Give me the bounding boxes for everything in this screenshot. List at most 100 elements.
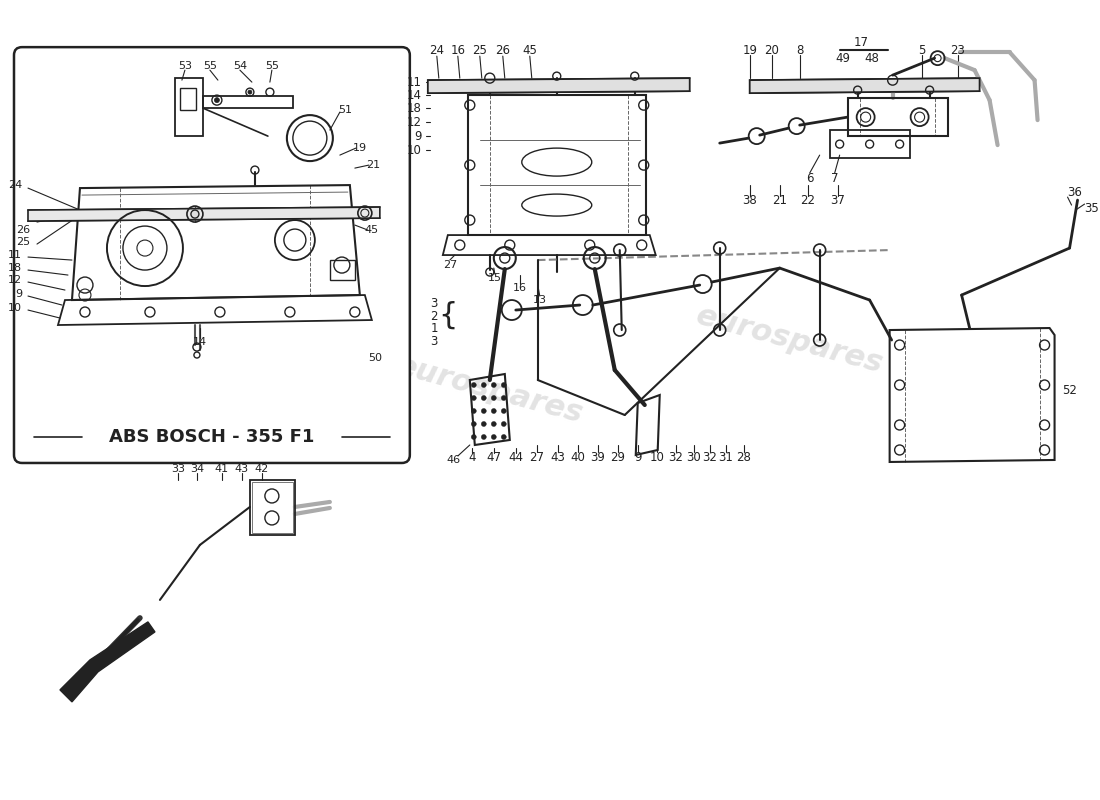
Text: 3: 3 [430, 297, 438, 310]
Circle shape [191, 210, 199, 218]
Text: 31: 31 [718, 451, 733, 465]
Text: 5: 5 [917, 44, 925, 57]
Text: 18: 18 [8, 263, 22, 273]
Text: 25: 25 [472, 44, 487, 57]
Text: eurospares: eurospares [63, 341, 256, 419]
Circle shape [482, 382, 486, 387]
Text: 1: 1 [430, 322, 438, 334]
Text: 29: 29 [610, 451, 625, 465]
Text: 9: 9 [15, 289, 22, 299]
Text: 55: 55 [265, 61, 279, 71]
Text: 9: 9 [634, 451, 641, 465]
Text: 26: 26 [495, 44, 510, 57]
Text: 46: 46 [447, 455, 461, 465]
Text: 52: 52 [1063, 383, 1077, 397]
Circle shape [492, 434, 496, 439]
Text: 34: 34 [190, 464, 204, 474]
Text: 39: 39 [591, 451, 605, 465]
Text: 19: 19 [742, 44, 757, 57]
Bar [468, 95, 646, 235]
Circle shape [471, 409, 476, 414]
Text: 55: 55 [202, 61, 217, 71]
Text: 18: 18 [407, 102, 421, 114]
Circle shape [482, 422, 486, 426]
Text: 43: 43 [550, 451, 565, 465]
Text: 10: 10 [407, 144, 421, 157]
Circle shape [471, 422, 476, 426]
Polygon shape [428, 78, 690, 93]
Text: 16: 16 [450, 44, 465, 57]
Text: 35: 35 [1085, 202, 1099, 214]
Text: 36: 36 [1068, 186, 1082, 198]
Text: 13: 13 [532, 295, 547, 305]
Circle shape [471, 434, 476, 439]
Bar [829, 130, 910, 158]
Text: 42: 42 [255, 464, 270, 474]
Circle shape [502, 382, 506, 387]
Circle shape [482, 434, 486, 439]
Text: 51: 51 [338, 105, 352, 115]
Circle shape [471, 382, 476, 387]
Text: 32: 32 [669, 451, 683, 465]
Text: 17: 17 [854, 36, 869, 49]
Text: 45: 45 [365, 225, 378, 235]
Text: 38: 38 [742, 194, 757, 206]
Text: 33: 33 [170, 464, 185, 474]
Text: 54: 54 [233, 61, 248, 71]
Text: 24: 24 [429, 44, 444, 57]
Text: 11: 11 [407, 76, 421, 89]
Circle shape [502, 395, 506, 401]
Text: 53: 53 [178, 61, 191, 71]
Circle shape [248, 90, 252, 94]
Text: 48: 48 [865, 52, 879, 65]
Circle shape [482, 409, 486, 414]
Bar [252, 482, 293, 533]
Polygon shape [60, 622, 155, 702]
Polygon shape [28, 207, 379, 221]
Bar [330, 260, 355, 280]
Text: 16: 16 [513, 283, 527, 293]
Text: 15: 15 [487, 273, 502, 283]
Circle shape [502, 409, 506, 414]
Text: {: { [438, 301, 458, 330]
Circle shape [492, 422, 496, 426]
Bar [175, 78, 202, 136]
Text: 26: 26 [15, 225, 30, 235]
Circle shape [502, 422, 506, 426]
Text: 27: 27 [442, 260, 456, 270]
Text: 12: 12 [407, 116, 421, 129]
Circle shape [492, 382, 496, 387]
Text: 4: 4 [469, 451, 475, 465]
Bar [180, 88, 196, 110]
Text: 11: 11 [8, 250, 22, 260]
Text: 32: 32 [702, 451, 717, 465]
FancyBboxPatch shape [14, 47, 410, 463]
Text: 37: 37 [830, 194, 845, 206]
Text: 2: 2 [430, 310, 438, 322]
Text: 7: 7 [830, 171, 838, 185]
Circle shape [492, 395, 496, 401]
Text: 40: 40 [570, 451, 585, 465]
Text: 25: 25 [15, 237, 30, 247]
Bar [848, 98, 947, 136]
Text: 8: 8 [796, 44, 803, 57]
Text: 22: 22 [800, 194, 815, 206]
Text: 24: 24 [8, 180, 22, 190]
Bar [250, 480, 295, 535]
Text: 10: 10 [649, 451, 664, 465]
Text: 20: 20 [764, 44, 779, 57]
Text: eurospares: eurospares [393, 351, 586, 429]
Text: 6: 6 [806, 171, 813, 185]
Text: 9: 9 [415, 130, 421, 142]
Polygon shape [750, 78, 980, 93]
Text: 49: 49 [835, 52, 850, 65]
Text: 14: 14 [192, 337, 207, 347]
Text: 45: 45 [522, 44, 537, 57]
Text: 27: 27 [529, 451, 544, 465]
Text: 21: 21 [772, 194, 788, 206]
Text: 3: 3 [430, 334, 438, 347]
Text: 28: 28 [736, 451, 751, 465]
Text: 44: 44 [508, 451, 524, 465]
Text: 50: 50 [367, 353, 382, 363]
Circle shape [492, 409, 496, 414]
